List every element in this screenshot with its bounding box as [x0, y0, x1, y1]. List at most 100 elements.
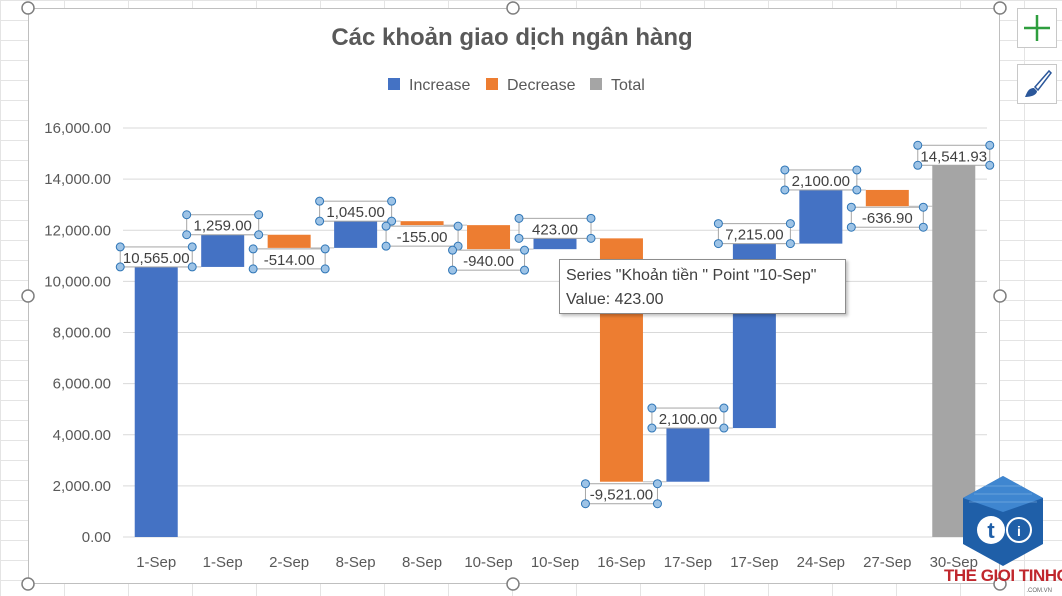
data-label-box: [784, 169, 858, 191]
chart-styles-button[interactable]: [1017, 64, 1057, 104]
label-handle: [713, 219, 723, 229]
x-tick-label: 8-Sep: [336, 554, 376, 571]
data-label: 7,215.00: [725, 227, 783, 244]
data-label-box: [319, 200, 393, 222]
x-tick-label: 24-Sep: [797, 554, 845, 571]
label-handle: [320, 264, 330, 274]
x-tick-label: 16-Sep: [597, 554, 645, 571]
svg-text:i: i: [1017, 523, 1021, 539]
label-handle: [780, 185, 790, 195]
watermark-logo: t i THE GIOI TINHOC .COM.VN: [944, 472, 1062, 596]
label-handle: [586, 233, 596, 243]
legend-swatch-decrease: [486, 78, 498, 90]
data-label: -514.00: [264, 252, 315, 269]
x-tick-label: 1-Sep: [136, 554, 176, 571]
label-handle: [719, 403, 729, 413]
watermark-subtext: .COM.VN: [1026, 588, 1052, 594]
label-handle: [785, 219, 795, 229]
x-tick-label: 27-Sep: [863, 554, 911, 571]
label-handle: [586, 213, 596, 223]
data-label-box: [717, 223, 791, 245]
bar-decrease: [267, 234, 311, 248]
x-tick-label: 17-Sep: [730, 554, 778, 571]
data-label-box: [452, 249, 526, 271]
brush-icon: [1025, 69, 1052, 97]
data-label-group: 1,259.00: [182, 210, 264, 240]
label-handle: [785, 239, 795, 249]
y-tick-label: 16,000.00: [44, 120, 111, 137]
legend-swatch-increase: [388, 78, 400, 90]
chart-resize-handle: [21, 289, 35, 303]
data-label: 14,541.93: [920, 148, 987, 165]
label-handle: [387, 216, 397, 226]
svg-text:t: t: [987, 518, 995, 543]
label-handle: [719, 423, 729, 433]
label-handle: [846, 202, 856, 212]
data-label-box: [119, 246, 193, 268]
label-handle: [320, 244, 330, 254]
data-label-box: [252, 248, 326, 270]
label-handle: [652, 479, 662, 489]
plus-icon: [1024, 15, 1050, 41]
y-tick-label: 10,000.00: [44, 273, 111, 290]
chart-resize-handle: [21, 577, 35, 591]
tooltip-value-line: Value: 423.00: [566, 291, 664, 308]
legend-label-increase: Increase: [409, 77, 470, 94]
logo-icon: t i: [963, 476, 1043, 566]
data-label: 423.00: [532, 221, 578, 238]
y-tick-label: 8,000.00: [53, 325, 111, 342]
data-label-group: -155.00: [381, 221, 463, 251]
label-handle: [985, 160, 995, 170]
label-handle: [647, 423, 657, 433]
data-label-group: 2,100.00: [780, 165, 862, 195]
data-label-group: -9,521.00: [580, 479, 662, 509]
chart-elements-button[interactable]: [1017, 8, 1057, 48]
label-handle: [187, 262, 197, 272]
label-handle: [248, 264, 258, 274]
label-handle: [448, 265, 458, 275]
bar-increase: [533, 238, 577, 250]
y-tick-label: 0.00: [82, 529, 111, 546]
label-handle: [652, 499, 662, 509]
chart-resize-handle: [506, 1, 520, 15]
data-label-group: 2,100.00: [647, 403, 729, 433]
data-label-group: -940.00: [448, 245, 530, 275]
data-label-group: 423.00: [514, 213, 596, 243]
label-handle: [254, 210, 264, 220]
label-handle: [387, 196, 397, 206]
legend-swatch-total: [590, 78, 602, 90]
data-label-group: 10,565.00: [115, 242, 197, 272]
label-handle: [913, 140, 923, 150]
y-tick-label: 4,000.00: [53, 427, 111, 444]
label-handle: [520, 245, 530, 255]
label-handle: [115, 242, 125, 252]
data-label: 10,565.00: [123, 250, 190, 267]
data-label-box: [518, 217, 592, 239]
x-tick-label: 17-Sep: [664, 554, 712, 571]
data-label-box: [651, 407, 725, 429]
bar-increase: [201, 234, 245, 267]
label-handle: [985, 140, 995, 150]
y-tick-label: 6,000.00: [53, 376, 111, 393]
label-handle: [115, 262, 125, 272]
label-handle: [580, 499, 590, 509]
x-tick-label: 2-Sep: [269, 554, 309, 571]
bar-total: [932, 165, 976, 537]
data-label: 2,100.00: [659, 411, 717, 428]
y-tick-label: 2,000.00: [53, 478, 111, 495]
x-tick-label: 10-Sep: [531, 554, 579, 571]
data-label: -155.00: [397, 229, 448, 246]
legend-label-decrease: Decrease: [507, 77, 576, 94]
x-tick-label: 1-Sep: [203, 554, 243, 571]
label-handle: [187, 242, 197, 252]
label-handle: [780, 165, 790, 175]
label-handle: [918, 222, 928, 232]
label-handle: [182, 230, 192, 240]
data-label-group: -636.90: [846, 202, 928, 232]
data-label-box: [850, 206, 924, 228]
bar-decrease: [400, 221, 444, 226]
x-tick-label: 8-Sep: [402, 554, 442, 571]
label-handle: [713, 239, 723, 249]
label-handle: [448, 245, 458, 255]
